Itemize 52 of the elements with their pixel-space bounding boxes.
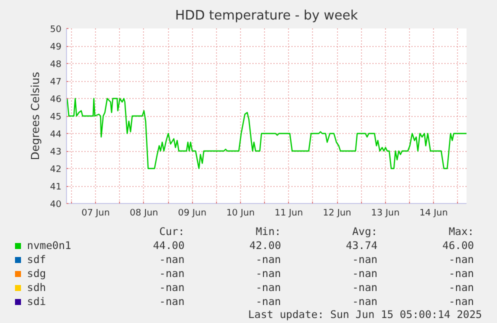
text: Max: — [448, 225, 475, 239]
y-tick-label: 46 — [50, 95, 62, 105]
y-tick-label: 40 — [50, 200, 62, 210]
y-tick-label: 47 — [50, 78, 62, 88]
x-tick-label: 09 Jun — [178, 208, 206, 218]
y-tick-label: 41 — [50, 182, 62, 192]
y-tick-label: 42 — [50, 165, 62, 175]
legend-label: nvme0n1 — [26, 239, 72, 253]
text: -nan — [254, 267, 282, 281]
text: -nan — [158, 281, 186, 295]
text: -nan — [254, 295, 282, 309]
line-series — [66, 98, 466, 170]
y-tick-label: 49 — [50, 42, 62, 52]
x-tick-label: 08 Jun — [130, 208, 158, 218]
y-tick-label: 43 — [50, 148, 62, 158]
x-tick-label: 13 Jun — [371, 208, 400, 218]
x-tick-label: 12 Jun — [322, 208, 352, 218]
text: -nan — [351, 267, 378, 281]
x-tick-label: 14 Jun — [419, 208, 448, 218]
y-tick-label: 50 — [50, 25, 62, 35]
legend-label: sdf — [26, 253, 47, 267]
text: -nan — [448, 267, 475, 281]
text: -nan — [351, 295, 378, 309]
text: -nan — [158, 267, 186, 281]
text: -nan — [158, 295, 186, 309]
legend-label: sdi — [26, 295, 47, 309]
text: -nan — [448, 281, 475, 295]
text: 46.00 — [441, 239, 475, 253]
text: Last update: Sun Jun 15 05:00:14 2025 — [247, 309, 483, 321]
text: 44.00 — [152, 239, 186, 253]
x-tick-label: 07 Jun — [81, 208, 110, 218]
y-axis-title: Degrees Celsius — [29, 72, 42, 160]
text: Min: — [254, 225, 282, 239]
chart-title: HDD temperature - by week — [175, 8, 358, 24]
text: -nan — [254, 253, 282, 267]
x-tick-label: 11 Jun — [274, 208, 303, 218]
text: Avg: — [351, 225, 378, 239]
y-tick-label: 45 — [50, 112, 62, 122]
text: -nan — [158, 253, 186, 267]
text: 43.74 — [344, 239, 378, 253]
text: -nan — [351, 281, 378, 295]
y-tick-label: 48 — [50, 60, 62, 70]
text: -nan — [254, 281, 282, 295]
text: -nan — [448, 295, 475, 309]
text: 42.00 — [248, 239, 282, 253]
legend-label: sdh — [26, 281, 47, 295]
x-tick-label: 10 Jun — [226, 208, 255, 218]
legend-label: sdg — [26, 267, 47, 281]
text: Cur: — [158, 225, 186, 239]
text: -nan — [448, 253, 475, 267]
y-tick-label: 44 — [50, 130, 62, 140]
text: -nan — [351, 253, 378, 267]
